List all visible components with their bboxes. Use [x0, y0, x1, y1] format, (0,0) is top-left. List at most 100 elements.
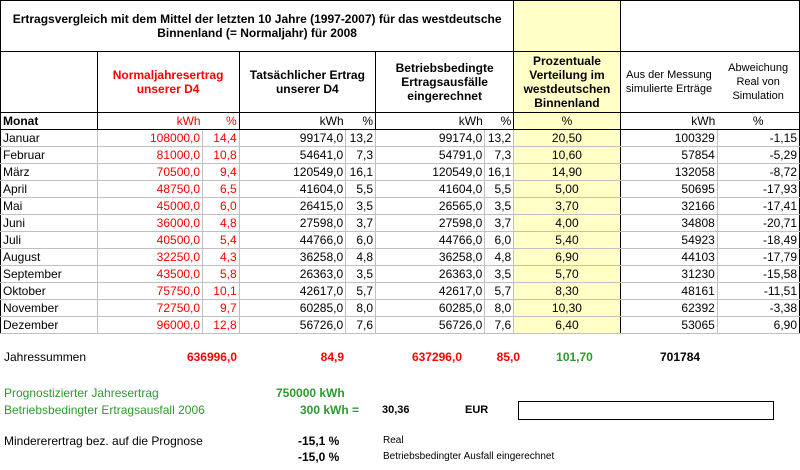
table-row: Oktober 75750,0 10,1 42617,0 5,7 42617,0 5,7 8,… — [0, 282, 800, 300]
unit-kwh: kWh — [238, 112, 346, 130]
cell-normal-pct: 4,3 — [202, 248, 240, 266]
cell-distribution-pct: 14,90 — [513, 163, 621, 181]
totals-normal-kwh: 636996,0 — [186, 350, 237, 364]
cell-normal-pct: 9,4 — [202, 163, 240, 181]
cell-actual-kwh: 99174,0 — [238, 129, 347, 147]
cell-deviation-pct: -17,41 — [717, 197, 800, 215]
month-cell: Juni — [0, 214, 98, 232]
month-cell: November — [0, 299, 98, 317]
cell-normal-kwh: 40500,0 — [96, 231, 204, 249]
cell-simulated-kwh: 44103 — [620, 248, 718, 266]
cell-normal-kwh: 108000,0 — [96, 129, 204, 147]
cell-distribution-pct: 10,60 — [513, 146, 621, 164]
eur-input-box[interactable] — [518, 401, 774, 420]
cell-adjusted-kwh: 56726,0 — [374, 316, 486, 334]
cell-actual-kwh: 60285,0 — [238, 299, 347, 317]
header-simulated: Aus der Messung simulierte Erträge — [620, 51, 718, 113]
unit-kwh: kWh — [374, 112, 485, 130]
cell-adjusted-pct: 8,0 — [484, 299, 515, 317]
cell-distribution-pct: 5,40 — [513, 231, 621, 249]
header-actual: Tatsächlicher Ertrag unserer D4 — [238, 51, 376, 113]
month-cell: Dezember — [0, 316, 98, 334]
cell-simulated-kwh: 132058 — [620, 163, 718, 181]
month-cell: August — [0, 248, 98, 266]
cell-deviation-pct: -8,72 — [717, 163, 800, 181]
cell-distribution-pct: 6,90 — [513, 248, 621, 266]
table-row: November 72750,0 9,7 60285,0 8,0 60285,0 8,0 10… — [0, 299, 800, 317]
cell-actual-kwh: 26363,0 — [238, 265, 347, 283]
cell-adjusted-kwh: 99174,0 — [374, 129, 486, 147]
loss-label: Betriebsbedingter Ertragsausfall 2006 — [4, 403, 205, 417]
cell-deviation-pct: -20,71 — [717, 214, 800, 232]
cell-actual-pct: 7,3 — [345, 146, 376, 164]
cell-normal-kwh: 48750,0 — [96, 180, 204, 198]
cell-distribution-pct: 8,30 — [513, 282, 621, 300]
cell-adjusted-pct: 7,3 — [484, 146, 515, 164]
header-adjusted: Betriebsbedingte Ertragsausfälle eingere… — [374, 51, 514, 113]
cell-distribution-pct: 6,40 — [513, 316, 621, 334]
shortfall-adjusted: -15,0 % — [298, 450, 340, 464]
cell-normal-kwh: 32250,0 — [96, 248, 204, 266]
cell-adjusted-kwh: 26363,0 — [374, 265, 486, 283]
cell-actual-kwh: 120549,0 — [238, 163, 347, 181]
cell-adjusted-kwh: 41604,0 — [374, 180, 486, 198]
cell-simulated-kwh: 34808 — [620, 214, 718, 232]
totals-normal-pct: 84,9 — [320, 350, 344, 364]
cell-actual-kwh: 41604,0 — [238, 180, 347, 198]
month-cell: April — [0, 180, 98, 198]
table-row: April 48750,0 6,5 41604,0 5,5 41604,0 5,5 5,00 5… — [0, 180, 800, 198]
cell-adjusted-kwh: 44766,0 — [374, 231, 486, 249]
cell-adjusted-pct: 3,5 — [484, 197, 515, 215]
unit-kwh: kWh — [620, 112, 718, 130]
month-cell: Januar — [0, 129, 98, 147]
cell-actual-pct: 5,5 — [345, 180, 376, 198]
cell-normal-pct: 10,1 — [202, 282, 240, 300]
forecast-label: Prognostizierter Jahresertrag — [4, 386, 159, 400]
cell-actual-pct: 3,5 — [345, 197, 376, 215]
cell-actual-kwh: 56726,0 — [238, 316, 347, 334]
table-row: März 70500,0 9,4 120549,0 16,1 120549,0 16,1 14… — [0, 163, 800, 181]
cell-normal-kwh: 36000,0 — [96, 214, 204, 232]
table-row: Mai 45000,0 6,0 26415,0 3,5 26565,0 3,5 3,70 321… — [0, 197, 800, 215]
cell-actual-pct: 3,7 — [345, 214, 376, 232]
cell-deviation-pct: -18,49 — [717, 231, 800, 249]
cell-normal-kwh: 43500,0 — [96, 265, 204, 283]
cell-adjusted-kwh: 120549,0 — [374, 163, 486, 181]
cell-simulated-kwh: 50695 — [620, 180, 718, 198]
loss-eur: 30,36 — [382, 404, 410, 416]
cell-normal-kwh: 45000,0 — [96, 197, 204, 215]
totals-adjusted-pct: 85,0 — [496, 350, 520, 364]
totals-row: Jahressummen 636996,0 84,9 637296,0 85,0… — [0, 344, 800, 370]
cell-adjusted-kwh: 27598,0 — [374, 214, 486, 232]
cell-actual-pct: 7,6 — [345, 316, 376, 334]
yield-table: Ertragsvergleich mit dem Mittel der letz… — [0, 0, 800, 334]
cell-normal-pct: 4,8 — [202, 214, 240, 232]
cell-normal-kwh: 81000,0 — [96, 146, 204, 164]
cell-deviation-pct: -15,58 — [717, 265, 800, 283]
currency-label: EUR — [465, 404, 489, 416]
cell-deviation-pct: 6,90 — [717, 316, 800, 334]
unit-kwh: kWh — [96, 112, 203, 130]
totals-simulated: 701784 — [660, 350, 701, 364]
unit-pct: % — [484, 112, 514, 130]
table-row: September 43500,0 5,8 26363,0 3,5 26363,0 3,5 5… — [0, 265, 800, 283]
cell-adjusted-pct: 6,0 — [484, 231, 515, 249]
cell-simulated-kwh: 53065 — [620, 316, 718, 334]
cell-normal-pct: 5,4 — [202, 231, 240, 249]
cell-adjusted-pct: 3,7 — [484, 214, 515, 232]
table-title: Ertragsvergleich mit dem Mittel der letz… — [0, 0, 514, 52]
cell-adjusted-pct: 13,2 — [484, 129, 515, 147]
cell-adjusted-pct: 3,5 — [484, 265, 515, 283]
cell-normal-pct: 9,7 — [202, 299, 240, 317]
unit-pct: % — [202, 112, 240, 130]
cell-actual-pct: 8,0 — [345, 299, 376, 317]
cell-distribution-pct: 5,00 — [513, 180, 621, 198]
cell-deviation-pct: -17,79 — [717, 248, 800, 266]
shortfall-real-note: Real — [383, 435, 404, 446]
cell-actual-kwh: 27598,0 — [238, 214, 347, 232]
cell-adjusted-kwh: 60285,0 — [374, 299, 486, 317]
cell-actual-kwh: 54641,0 — [238, 146, 347, 164]
cell-adjusted-pct: 16,1 — [484, 163, 515, 181]
month-cell: März — [0, 163, 98, 181]
cell-distribution-pct: 4,00 — [513, 214, 621, 232]
